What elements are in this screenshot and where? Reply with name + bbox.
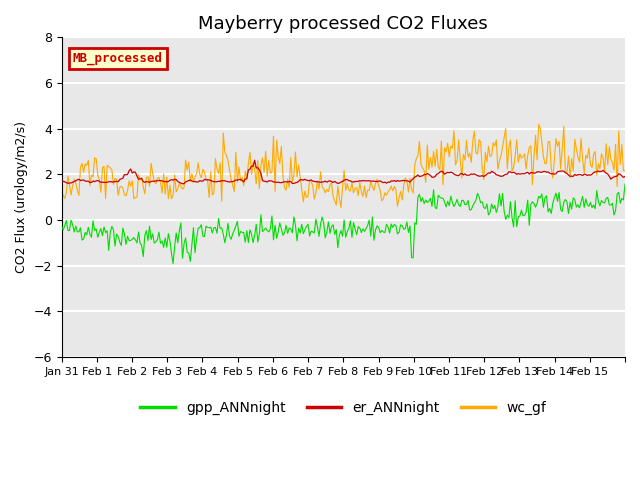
Legend: gpp_ANNnight, er_ANNnight, wc_gf: gpp_ANNnight, er_ANNnight, wc_gf: [135, 395, 552, 420]
Text: MB_processed: MB_processed: [73, 52, 163, 65]
Y-axis label: CO2 Flux (urology/m2/s): CO2 Flux (urology/m2/s): [15, 121, 28, 273]
Title: Mayberry processed CO2 Fluxes: Mayberry processed CO2 Fluxes: [198, 15, 488, 33]
